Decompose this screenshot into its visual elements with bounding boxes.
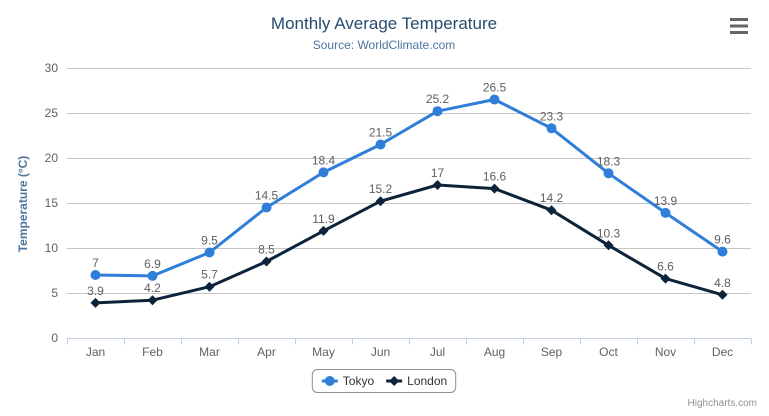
- data-label-tokyo-jul: 25.2: [426, 92, 450, 106]
- x-axis-tick-label: Mar: [199, 345, 220, 359]
- legend-border-box: [311, 369, 457, 393]
- point-tokyo-sep[interactable]: [546, 123, 557, 134]
- point-london-jul[interactable]: [432, 180, 443, 190]
- point-tokyo-oct[interactable]: [603, 168, 614, 179]
- data-label-london-jan: 3.9: [87, 284, 104, 298]
- point-london-jun[interactable]: [375, 196, 386, 207]
- gridlines: [67, 68, 751, 339]
- point-london-apr[interactable]: [261, 256, 272, 267]
- legend-marker-diamond-icon[interactable]: [389, 376, 400, 386]
- point-london-aug[interactable]: [489, 183, 500, 194]
- data-labels-layer: 7 6.9 9.5 14.5 18.4 21.5 25.2 26.5 23.3 18.3 13.9 9…: [87, 81, 731, 298]
- hamburger-icon: [730, 18, 748, 34]
- point-london-jan[interactable]: [90, 297, 101, 308]
- x-axis-tick-label: Jun: [371, 345, 390, 359]
- point-tokyo-aug[interactable]: [489, 94, 500, 105]
- x-axis-tick-label: Jul: [430, 345, 445, 359]
- point-tokyo-apr[interactable]: [261, 202, 272, 213]
- x-axis-tick-label: May: [312, 345, 335, 359]
- y-axis-tick-label: 25: [45, 106, 59, 120]
- y-axis-tick-label: 15: [45, 196, 59, 210]
- y-axis-tick-label: 20: [45, 151, 59, 165]
- data-label-london-nov: 6.6: [657, 260, 674, 274]
- data-label-tokyo-nov: 13.9: [654, 194, 678, 208]
- point-london-feb[interactable]: [147, 295, 158, 306]
- legend-item-label: Tokyo: [343, 374, 375, 388]
- data-label-tokyo-oct: 18.3: [597, 154, 621, 168]
- point-tokyo-may[interactable]: [318, 167, 329, 178]
- x-axis-ticks: [67, 338, 752, 345]
- data-label-london-feb: 4.2: [144, 281, 161, 295]
- series-line-tokyo[interactable]: [94, 98, 724, 278]
- point-tokyo-nov[interactable]: [660, 207, 671, 218]
- data-label-london-dec: 4.8: [714, 276, 731, 290]
- series-line-london[interactable]: [94, 183, 724, 305]
- data-label-tokyo-apr: 14.5: [255, 189, 279, 203]
- data-label-london-sep: 14.2: [540, 191, 564, 205]
- y-axis-tick-label: 10: [45, 241, 59, 255]
- chart-title: Monthly Average Temperature: [271, 14, 497, 33]
- y-axis-tick-label: 30: [45, 61, 59, 75]
- data-label-tokyo-may: 18.4: [312, 153, 336, 167]
- x-axis-tick-label: Feb: [142, 345, 163, 359]
- data-label-london-aug: 16.6: [483, 170, 507, 184]
- point-tokyo-jul[interactable]: [432, 106, 443, 117]
- point-tokyo-dec[interactable]: [717, 246, 728, 257]
- point-london-sep[interactable]: [546, 205, 557, 216]
- x-axis-tick-label: Aug: [484, 345, 505, 359]
- point-london-dec[interactable]: [717, 289, 728, 300]
- point-london-nov[interactable]: [660, 273, 671, 284]
- legend-item-label: London: [407, 374, 447, 388]
- point-tokyo-feb[interactable]: [147, 270, 158, 281]
- x-axis-labels: Jan Feb Mar Apr May Jun Jul Aug Sep Oct Nov Dec: [86, 345, 733, 359]
- y-axis-labels: 0 5 10 15 20 25 30: [45, 61, 59, 345]
- legend-item-tokyo[interactable]: Tokyo: [321, 374, 375, 388]
- point-tokyo-jun[interactable]: [375, 139, 386, 150]
- data-label-tokyo-feb: 6.9: [144, 257, 161, 271]
- legend: Tokyo London: [311, 369, 457, 393]
- x-axis-tick-label: Apr: [257, 345, 276, 359]
- data-label-london-jun: 15.2: [369, 182, 393, 196]
- data-label-tokyo-jan: 7: [92, 256, 99, 270]
- y-axis-tick-label: 5: [51, 286, 58, 300]
- data-label-tokyo-mar: 9.5: [201, 234, 218, 248]
- x-axis-tick-label: Oct: [599, 345, 618, 359]
- x-axis-tick-label: Jan: [86, 345, 105, 359]
- point-london-may[interactable]: [318, 225, 329, 236]
- data-label-london-apr: 8.5: [258, 243, 275, 257]
- point-tokyo-jan[interactable]: [90, 270, 101, 280]
- point-tokyo-mar[interactable]: [204, 247, 215, 258]
- data-label-tokyo-jun: 21.5: [369, 126, 393, 140]
- chart-subtitle: Source: WorldClimate.com: [313, 38, 456, 52]
- legend-marker-circle-icon[interactable]: [324, 376, 335, 386]
- y-axis-tick-label: 0: [51, 331, 58, 345]
- credits-link[interactable]: Highcharts.com: [688, 398, 757, 409]
- data-label-london-may: 11.9: [312, 212, 335, 226]
- data-label-london-jul: 17: [431, 166, 445, 180]
- y-axis-title: Temperature (°C): [16, 156, 30, 253]
- point-london-oct[interactable]: [603, 240, 614, 251]
- point-london-mar[interactable]: [204, 281, 215, 292]
- data-label-tokyo-aug: 26.5: [483, 81, 507, 95]
- x-axis-tick-label: Nov: [655, 345, 676, 359]
- data-label-london-oct: 10.3: [597, 226, 621, 240]
- data-label-tokyo-dec: 9.6: [714, 233, 731, 247]
- data-label-london-mar: 5.7: [201, 268, 218, 282]
- data-label-tokyo-sep: 23.3: [540, 109, 564, 123]
- x-axis-tick-label: Dec: [712, 345, 733, 359]
- series-layer: [90, 94, 728, 308]
- chart-context-menu-button[interactable]: [726, 13, 754, 39]
- legend-item-london[interactable]: London: [386, 374, 447, 388]
- x-axis-tick-label: Sep: [541, 345, 563, 359]
